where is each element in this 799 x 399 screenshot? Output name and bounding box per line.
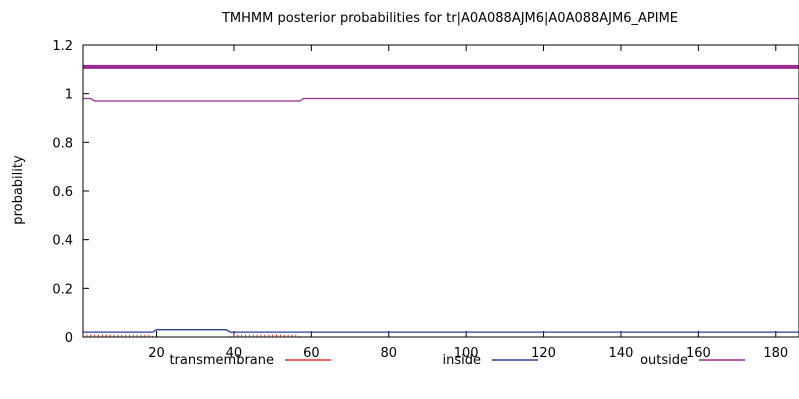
y-tick-label: 0.8: [52, 136, 73, 151]
legend: transmembrane inside outside: [169, 353, 745, 368]
legend-label-outside: outside: [640, 353, 688, 368]
plot-frame: [82, 44, 799, 338]
x-tick-label: 80: [380, 346, 397, 361]
y-tick-label: 0: [65, 331, 73, 346]
plot-area: [83, 64, 799, 337]
legend-label-inside: inside: [443, 353, 482, 368]
x-tick-label: 120: [531, 346, 556, 361]
chart-title: TMHMM posterior probabilities for tr|A0A…: [221, 11, 678, 26]
y-tick-label: 1: [65, 88, 73, 103]
x-tick-label: 160: [686, 346, 711, 361]
x-tick-label: 100: [454, 346, 479, 361]
y-axis: 0 0.2 0.4 0.6 0.8 1 1.2: [52, 39, 89, 346]
series-line-inside: [83, 329, 799, 333]
x-tick-label: 60: [303, 346, 320, 361]
x-tick-label: 180: [763, 346, 788, 361]
y-axis-label: probability: [11, 155, 26, 225]
x-tick-label: 40: [226, 346, 243, 361]
x-tick-label: 140: [609, 346, 634, 361]
y-tick-label: 0.6: [52, 185, 73, 200]
x-axis: 20 40 60 80 100 120 140 160 180: [148, 45, 788, 361]
legend-label-transmembrane: transmembrane: [169, 353, 274, 368]
y-tick-label: 0.2: [52, 282, 73, 297]
series-line-outside: [83, 97, 799, 102]
y-tick-label: 0.4: [52, 234, 73, 249]
y-tick-label: 1.2: [52, 39, 73, 54]
x-tick-label: 20: [148, 346, 165, 361]
